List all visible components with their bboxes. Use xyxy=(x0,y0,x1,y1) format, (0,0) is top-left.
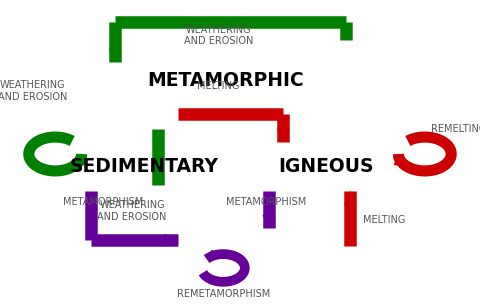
Text: WEATHERING
AND EROSION: WEATHERING AND EROSION xyxy=(0,80,67,102)
Text: WEATHERING
AND EROSION: WEATHERING AND EROSION xyxy=(184,25,253,46)
Text: REMELTING: REMELTING xyxy=(431,124,480,134)
Text: IGNEOUS: IGNEOUS xyxy=(279,157,374,176)
Text: METAMORPHISM: METAMORPHISM xyxy=(226,197,307,207)
Text: MELTING: MELTING xyxy=(197,81,240,91)
Text: METAMORPHISM: METAMORPHISM xyxy=(63,197,144,207)
Text: WEATHERING
AND EROSION: WEATHERING AND EROSION xyxy=(97,200,167,222)
Text: SEDIMENTARY: SEDIMENTARY xyxy=(70,157,218,176)
Text: METAMORPHIC: METAMORPHIC xyxy=(147,71,304,90)
Text: REMETAMORPHISM: REMETAMORPHISM xyxy=(177,289,270,299)
Text: MELTING: MELTING xyxy=(363,215,405,225)
